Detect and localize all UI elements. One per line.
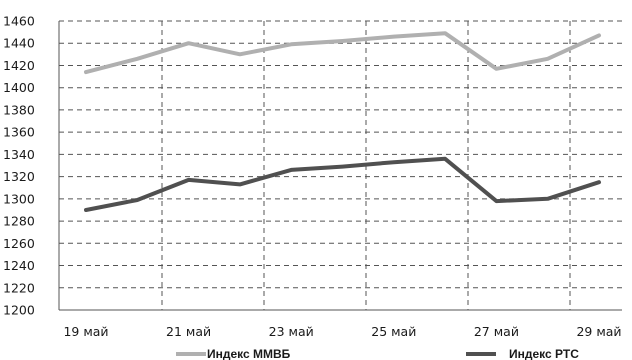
legend-label-1: Индекс ММВБ: [207, 347, 291, 360]
series-line-1: [84, 31, 601, 75]
x-tick-label: 29 май: [576, 324, 621, 339]
y-tick-label: 1360: [3, 125, 35, 140]
horizontal-gridlines: [59, 20, 622, 311]
y-tick-label: 1280: [3, 214, 35, 229]
x-tick-label: 27 май: [474, 324, 519, 339]
y-axis-tick-labels: 1200 1220 1240 1260 1280 1300 1320 1340 1360 1380…: [3, 14, 35, 318]
y-tick-label: 1460: [3, 14, 35, 29]
legend: Индекс ММВБ Индекс РТС: [176, 347, 579, 360]
y-tick-label: 1400: [3, 80, 35, 95]
y-tick-label: 1260: [3, 236, 35, 251]
x-tick-label: 21 май: [166, 324, 211, 339]
x-tick-label: 25 май: [371, 324, 416, 339]
x-axis-tick-labels: 19 май 21 май 23 май 25 май 27 май 29 май: [63, 324, 621, 339]
y-tick-label: 1240: [3, 258, 35, 273]
x-tick-label: 23 май: [269, 324, 314, 339]
y-tick-label: 1340: [3, 147, 35, 162]
axes: [58, 21, 622, 311]
y-tick-label: 1220: [3, 280, 35, 295]
series-line-2: [84, 156, 601, 212]
y-tick-label: 1380: [3, 102, 35, 117]
y-tick-label: 1300: [3, 191, 35, 206]
y-tick-label: 1320: [3, 169, 35, 184]
series-lines: [84, 31, 601, 212]
legend-label-2: Индекс РТС: [509, 347, 579, 360]
y-tick-label: 1200: [3, 303, 35, 318]
x-tick-label: 19 май: [63, 324, 108, 339]
y-tick-label: 1440: [3, 36, 35, 51]
y-tick-label: 1420: [3, 58, 35, 73]
